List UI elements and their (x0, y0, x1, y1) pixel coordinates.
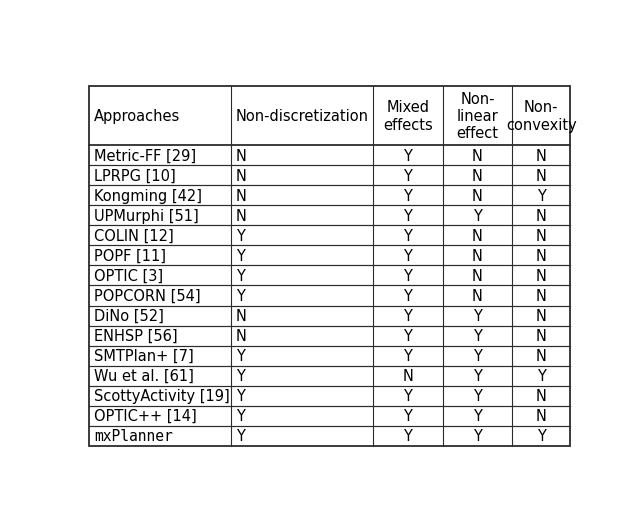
Text: N: N (236, 328, 246, 344)
Text: Y: Y (473, 308, 482, 323)
Text: POPF [11]: POPF [11] (94, 248, 166, 263)
Text: N: N (472, 229, 483, 243)
Text: N: N (472, 248, 483, 263)
Text: N: N (236, 168, 246, 183)
Text: Y: Y (236, 349, 244, 363)
Text: N: N (472, 168, 483, 183)
Text: N: N (472, 188, 483, 204)
Text: SMTPlan+ [7]: SMTPlan+ [7] (94, 349, 194, 363)
Text: N: N (236, 149, 246, 163)
Text: N: N (536, 388, 547, 404)
Text: N: N (536, 229, 547, 243)
Text: OPTIC [3]: OPTIC [3] (94, 268, 163, 284)
Text: Y: Y (403, 349, 412, 363)
Text: Y: Y (403, 248, 412, 263)
Text: N: N (536, 208, 547, 223)
Text: Y: Y (403, 208, 412, 223)
Text: Y: Y (403, 229, 412, 243)
Text: DiNo [52]: DiNo [52] (94, 308, 164, 323)
Text: N: N (536, 408, 547, 423)
Text: Y: Y (236, 289, 244, 303)
Text: Y: Y (537, 188, 546, 204)
Text: N: N (536, 168, 547, 183)
Text: Y: Y (403, 408, 412, 423)
Text: Y: Y (236, 248, 244, 263)
Text: N: N (536, 248, 547, 263)
Text: Non-
convexity: Non- convexity (506, 100, 577, 132)
Text: N: N (402, 369, 413, 383)
Text: Y: Y (473, 388, 482, 404)
Text: Y: Y (236, 429, 244, 443)
Text: Mixed
effects: Mixed effects (383, 100, 433, 132)
Text: N: N (536, 349, 547, 363)
Text: Non-
linear
effect: Non- linear effect (456, 91, 499, 141)
Text: Y: Y (403, 149, 412, 163)
Text: Kongming [42]: Kongming [42] (94, 188, 202, 204)
Text: Y: Y (236, 229, 244, 243)
Text: UPMurphi [51]: UPMurphi [51] (94, 208, 198, 223)
Text: Y: Y (403, 308, 412, 323)
Text: Y: Y (473, 408, 482, 423)
Text: Wu et al. [61]: Wu et al. [61] (94, 369, 194, 383)
Text: N: N (536, 308, 547, 323)
Text: ScottyActivity [19]: ScottyActivity [19] (94, 388, 230, 404)
Text: Y: Y (473, 349, 482, 363)
Text: Y: Y (403, 268, 412, 284)
Text: ENHSP [56]: ENHSP [56] (94, 328, 177, 344)
Text: N: N (236, 308, 246, 323)
Text: Y: Y (403, 188, 412, 204)
Text: Non-discretization: Non-discretization (236, 109, 369, 124)
Text: Y: Y (236, 369, 244, 383)
Text: POPCORN [54]: POPCORN [54] (94, 289, 200, 303)
Text: Y: Y (537, 369, 546, 383)
Text: Metric-FF [29]: Metric-FF [29] (94, 149, 196, 163)
Text: N: N (236, 188, 246, 204)
Text: N: N (536, 268, 547, 284)
Text: N: N (536, 149, 547, 163)
Text: N: N (472, 268, 483, 284)
Text: N: N (472, 289, 483, 303)
Text: Y: Y (403, 168, 412, 183)
Text: mxPlanner: mxPlanner (94, 429, 173, 443)
Text: Y: Y (236, 268, 244, 284)
Text: OPTIC++ [14]: OPTIC++ [14] (94, 408, 196, 423)
Text: Y: Y (473, 208, 482, 223)
Text: LPRPG [10]: LPRPG [10] (94, 168, 175, 183)
Text: Y: Y (473, 429, 482, 443)
Text: Y: Y (403, 328, 412, 344)
Text: Y: Y (236, 388, 244, 404)
Text: N: N (536, 289, 547, 303)
Text: Y: Y (403, 388, 412, 404)
Text: Y: Y (403, 429, 412, 443)
Text: Approaches: Approaches (94, 109, 180, 124)
Text: Y: Y (473, 369, 482, 383)
Text: COLIN [12]: COLIN [12] (94, 229, 173, 243)
Text: Y: Y (473, 328, 482, 344)
Text: Y: Y (403, 289, 412, 303)
Text: Y: Y (537, 429, 546, 443)
Text: N: N (472, 149, 483, 163)
Text: Y: Y (236, 408, 244, 423)
Text: N: N (536, 328, 547, 344)
Text: N: N (236, 208, 246, 223)
